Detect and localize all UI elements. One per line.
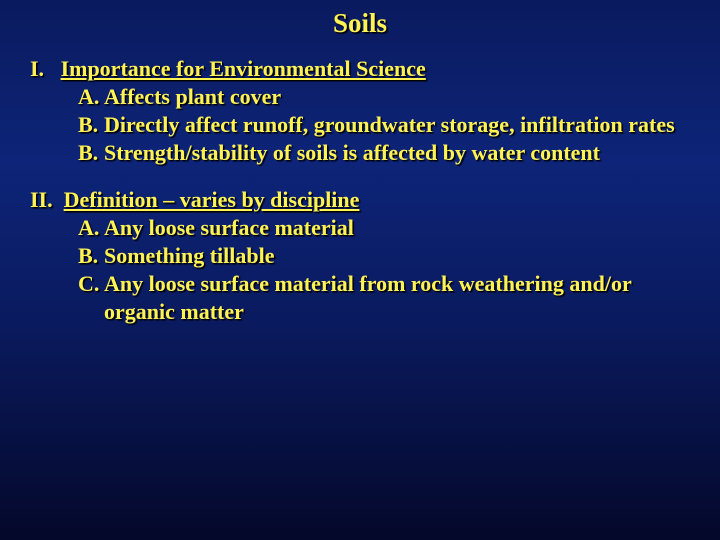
list-item: B. Strength/stability of soils is affect… [78, 139, 690, 167]
roman-1: I. [30, 56, 44, 81]
item-label: A. [78, 214, 104, 242]
section-2: II. Definition – varies by discipline A.… [30, 186, 690, 327]
slide: Soils I. Importance for Environmental Sc… [0, 0, 720, 540]
item-text: Directly affect runoff, groundwater stor… [104, 111, 690, 139]
list-item: A. Affects plant cover [78, 83, 690, 111]
list-item: A. Any loose surface material [78, 214, 690, 242]
section-1-items: A. Affects plant cover B. Directly affec… [78, 83, 690, 167]
section-1-heading-line: I. Importance for Environmental Science [30, 55, 690, 83]
item-label: A. [78, 83, 104, 111]
item-label: B. [78, 111, 104, 139]
section-2-items: A. Any loose surface material B. Somethi… [78, 214, 690, 327]
list-item: B. Something tillable [78, 242, 690, 270]
heading-1: Importance for Environmental Science [61, 56, 426, 81]
item-text: Strength/stability of soils is affected … [104, 139, 690, 167]
list-item: B. Directly affect runoff, groundwater s… [78, 111, 690, 139]
section-1: I. Importance for Environmental Science … [30, 55, 690, 168]
item-label: B. [78, 242, 104, 270]
item-text: Something tillable [104, 242, 690, 270]
item-label: B. [78, 139, 104, 167]
item-label: C. [78, 270, 104, 326]
outline-body: I. Importance for Environmental Science … [30, 55, 690, 326]
slide-title: Soils [30, 8, 690, 39]
heading-2: Definition – varies by discipline [64, 187, 360, 212]
list-item: C. Any loose surface material from rock … [78, 270, 690, 326]
item-text: Any loose surface material from rock wea… [104, 270, 690, 326]
item-text: Any loose surface material [104, 214, 690, 242]
item-text: Affects plant cover [104, 83, 690, 111]
section-2-heading-line: II. Definition – varies by discipline [30, 186, 690, 214]
roman-2: II. [30, 187, 53, 212]
